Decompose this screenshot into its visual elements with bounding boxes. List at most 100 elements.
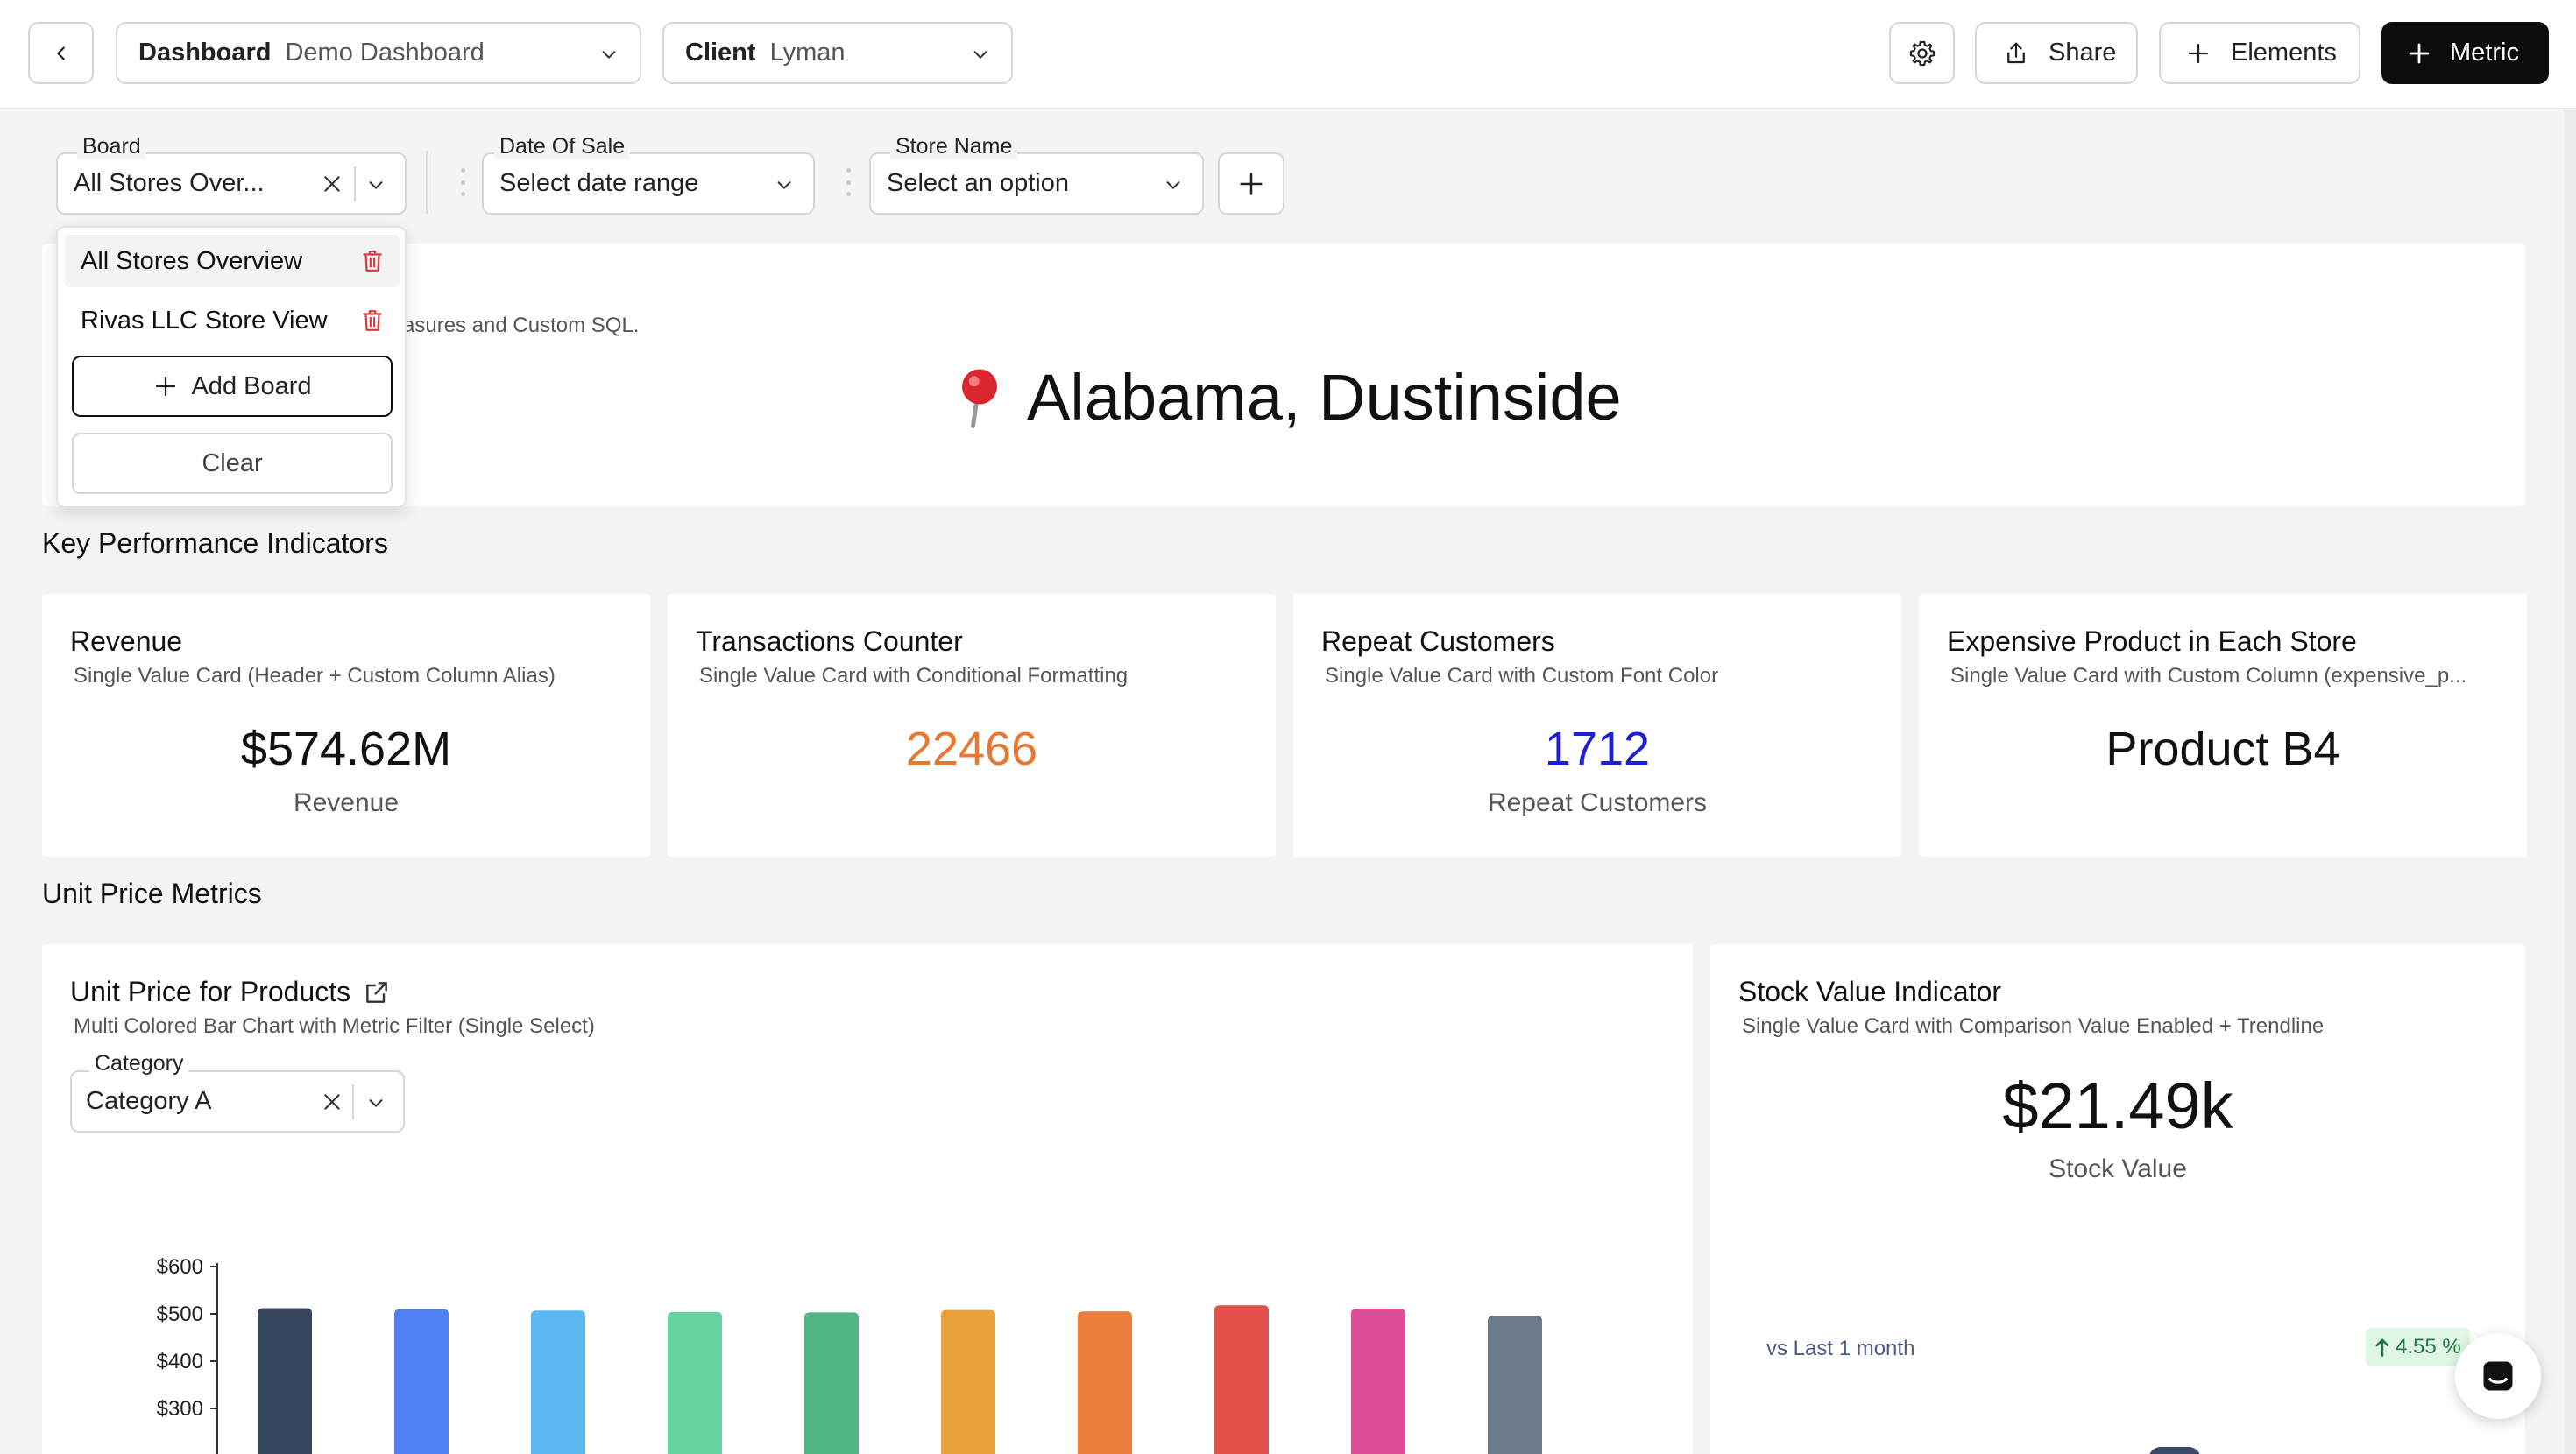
board-filter-value: All Stores Over... [74,169,265,197]
category-filter-value: Category A [86,1087,212,1115]
chevron-left-icon [56,46,65,60]
board-dropdown-menu: All Stores Overview Rivas LLC Store View… [56,226,407,508]
date-filter-label: Date Of Sale [494,134,631,159]
clear-board-label: Clear [202,448,263,477]
stock-title: Stock Value Indicator [1738,976,2002,1007]
board-option-all-stores[interactable]: All Stores Overview [65,235,400,287]
plus-icon [1240,172,1263,195]
settings-button[interactable] [1889,22,1955,84]
chat-launcher-button[interactable] [2455,1333,2541,1419]
divider [354,166,356,201]
kpi-card-expensive-product[interactable]: Expensive Product in Each Store Single V… [1919,594,2527,857]
share-icon [2007,42,2025,63]
share-label: Share [2049,39,2117,67]
chat-icon [2483,1361,2513,1391]
comparison-label: vs Last 1 month [1766,1337,1915,1360]
client-select[interactable]: Client Lyman [662,22,1013,84]
kpi-section-title: Key Performance Indicators [42,527,388,559]
kpi-card-revenue[interactable]: Revenue Single Value Card (Header + Cust… [42,594,650,857]
dashboard-select[interactable]: Dashboard Demo Dashboard [116,22,641,84]
chart-title-text: Unit Price for Products [70,976,351,1007]
kpi-subtitle: Single Value Card with Conditional Forma… [699,664,1129,688]
top-bar: Dashboard Demo Dashboard Client Lyman Sh… [0,0,2576,109]
add-filter-button[interactable] [1218,152,1284,215]
location-heading: Alabama, Dustinside [953,360,1622,434]
kpi-title: Revenue [70,625,183,657]
clear-icon[interactable] [321,1090,343,1113]
add-metric-button[interactable]: Metric [2381,22,2549,84]
clear-icon[interactable] [321,173,343,195]
change-value: 4.55 % [2396,1335,2461,1359]
chevron-down-icon[interactable] [366,175,386,194]
kpi-card-transactions[interactable]: Transactions Counter Single Value Card w… [668,594,1276,857]
drag-handle-icon[interactable] [846,168,852,196]
kpi-title: Repeat Customers [1321,625,1555,657]
external-link-icon[interactable] [363,978,391,1006]
bar [1351,1309,1405,1454]
kpi-title: Expensive Product in Each Store [1947,625,2357,657]
divider [352,1084,354,1119]
stock-value: $21.49k [2002,1069,2233,1142]
location-card-subtitle: asures and Custom SQL. [403,314,640,337]
add-board-button[interactable]: Add Board [72,356,393,417]
chart-title: Unit Price for Products [70,976,391,1008]
trash-icon[interactable] [361,308,384,333]
chevron-down-icon[interactable] [366,1093,386,1112]
bar [1078,1311,1132,1454]
client-select-value: Lyman [769,39,846,67]
divider [426,151,428,214]
store-name-filter[interactable]: Select an option [869,152,1204,215]
category-filter[interactable]: Category A [70,1070,405,1133]
pushpin-icon [962,369,997,428]
board-filter-label: Board [77,134,146,159]
bar [394,1309,449,1454]
add-elements-button[interactable]: Elements [2159,22,2360,84]
add-board-label: Add Board [191,371,312,400]
scrollbar[interactable] [2564,109,2576,1454]
board-filter[interactable]: All Stores Over... [56,152,407,215]
location-text: Alabama, Dustinside [1027,361,1622,434]
chevron-down-icon [777,181,791,189]
bar [1214,1305,1269,1454]
plus-icon [2409,43,2430,63]
drag-handle-icon[interactable] [461,168,466,196]
unit-price-section-title: Unit Price Metrics [42,878,262,909]
kpi-label: Revenue [293,788,400,817]
clear-board-button[interactable]: Clear [72,433,393,494]
client-select-key: Client [685,39,756,67]
plus-icon [2188,43,2209,63]
board-option-rivas[interactable]: Rivas LLC Store View [65,294,400,347]
elements-label: Elements [2231,39,2337,67]
back-button[interactable] [28,22,94,84]
stock-subtitle: Single Value Card with Comparison Value … [1742,1014,2325,1038]
plus-icon [156,376,176,397]
board-option-label: All Stores Overview [81,246,303,275]
y-tick-label: $500 [157,1302,203,1326]
kpi-card-repeat-customers[interactable]: Repeat Customers Single Value Card with … [1293,594,1901,857]
bar [941,1309,995,1454]
board-option-label: Rivas LLC Store View [81,306,328,335]
stock-value-card[interactable]: Stock Value Indicator Single Value Card … [1710,944,2525,1454]
trash-icon[interactable] [361,249,384,273]
y-tick-label: $400 [157,1350,203,1373]
kpi-subtitle: Single Value Card with Custom Font Color [1325,664,1719,688]
trendline [2149,1447,2200,1454]
bar [531,1310,585,1454]
y-tick-label: $300 [157,1397,203,1421]
kpi-value: 1712 [1544,723,1651,775]
chart-subtitle: Multi Colored Bar Chart with Metric Filt… [74,1014,595,1038]
bar [1488,1316,1542,1454]
kpi-value: Product B4 [2105,723,2340,775]
category-filter-label: Category [89,1051,189,1076]
arrow-up-icon [2375,1338,2389,1357]
date-of-sale-filter[interactable]: Select date range [482,152,815,215]
bar [258,1308,312,1454]
chevron-down-icon [1166,181,1180,189]
chevron-down-icon [973,51,987,59]
share-button[interactable]: Share [1975,22,2138,84]
kpi-subtitle: Single Value Card (Header + Custom Colum… [74,664,556,688]
metric-label: Metric [2450,39,2519,67]
bar [804,1312,859,1454]
y-tick-label: $600 [157,1255,203,1279]
kpi-label: Repeat Customers [1487,788,1708,817]
